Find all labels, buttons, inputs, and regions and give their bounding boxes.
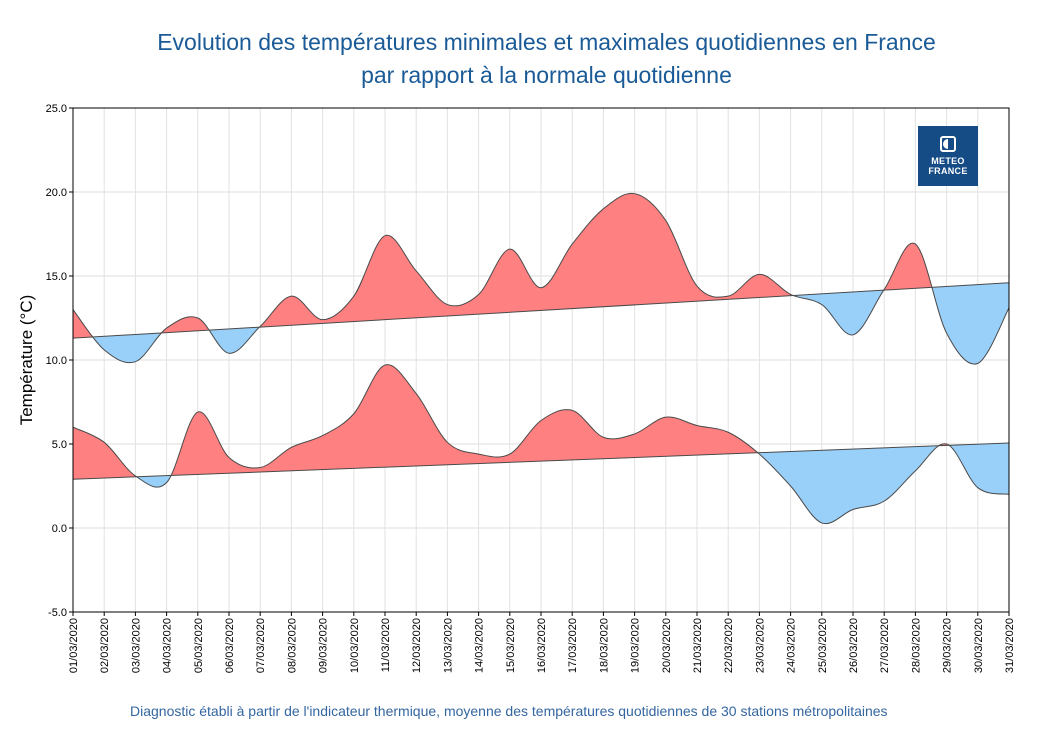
x-tick-label: 30/03/2020 [973,618,985,673]
above-normal-area [73,193,1009,339]
x-tick-label: 27/03/2020 [879,618,891,673]
x-tick-label: 26/03/2020 [848,618,860,673]
logo-line-1: METEO [931,156,965,166]
y-tick-label: 10.0 [46,355,67,367]
y-tick-label: -5.0 [48,607,67,619]
x-tick-label: 25/03/2020 [817,618,829,673]
y-tick-label: 5.0 [52,439,67,451]
above-normal-area [73,364,1009,480]
y-tick-label: 20.0 [46,187,67,199]
normal-line [72,442,1010,480]
x-tick-label: 18/03/2020 [598,618,610,673]
observed-line [72,192,1010,365]
x-tick-label: 24/03/2020 [786,618,798,673]
x-tick-label: 23/03/2020 [754,618,766,673]
y-tick-label: 25.0 [46,103,67,115]
x-tick-label: 15/03/2020 [505,618,517,673]
x-tick-label: 01/03/2020 [68,618,80,673]
x-tick-label: 14/03/2020 [474,618,486,673]
x-tick-label: 08/03/2020 [286,618,298,673]
y-tick-label: 0.0 [52,523,67,535]
y-axis: -5.0 0.0 5.0 10.0 15.0 20.0 25.0 [46,103,73,619]
x-tick-label: 19/03/2020 [630,618,642,673]
x-tick-label: 05/03/2020 [193,618,205,673]
x-tick-label: 28/03/2020 [910,618,922,673]
x-tick-label: 11/03/2020 [380,618,392,672]
chart-title: Evolution des températures minimales et … [0,26,1043,92]
areas [73,193,1009,524]
footnote: Diagnostic établi à partir de l'indicate… [130,703,888,719]
x-tick-label: 09/03/2020 [318,618,330,673]
meteo-france-emblem-icon [940,136,956,152]
x-tick-label: 03/03/2020 [130,618,142,673]
x-tick-label: 21/03/2020 [692,618,704,673]
x-tick-label: 07/03/2020 [255,618,267,673]
x-tick-label: 20/03/2020 [661,618,673,673]
x-tick-label: 31/03/2020 [1004,618,1016,673]
chart: -5.0 0.0 5.0 10.0 15.0 20.0 25.0 01/03/2020 02/… [17,103,1016,673]
x-tick-label: 29/03/2020 [942,618,954,673]
y-axis-label: Température (°C) [17,295,36,426]
meteo-france-logo: METEO FRANCE [918,126,978,186]
x-tick-label: 04/03/2020 [162,618,174,673]
x-tick-label: 02/03/2020 [99,618,111,673]
x-tick-label: 10/03/2020 [349,618,361,673]
x-tick-label: 22/03/2020 [723,618,735,673]
x-tick-label: 13/03/2020 [442,618,454,673]
observed-line [72,364,1010,525]
chart-title-line-2: par rapport à la normale quotidienne [361,62,732,88]
x-tick-label: 17/03/2020 [567,618,579,673]
x-tick-label: 16/03/2020 [536,618,548,673]
logo-line-2: FRANCE [928,166,968,176]
lines [72,192,1010,525]
chart-title-line-1: Evolution des températures minimales et … [157,29,936,55]
x-tick-label: 12/03/2020 [411,618,423,673]
y-tick-label: 15.0 [46,271,67,283]
grid [72,107,1010,613]
x-axis: 01/03/2020 02/03/2020 03/03/2020 04/03/2020… [68,612,1016,673]
x-tick-label: 06/03/2020 [224,618,236,673]
normal-line [72,282,1010,339]
